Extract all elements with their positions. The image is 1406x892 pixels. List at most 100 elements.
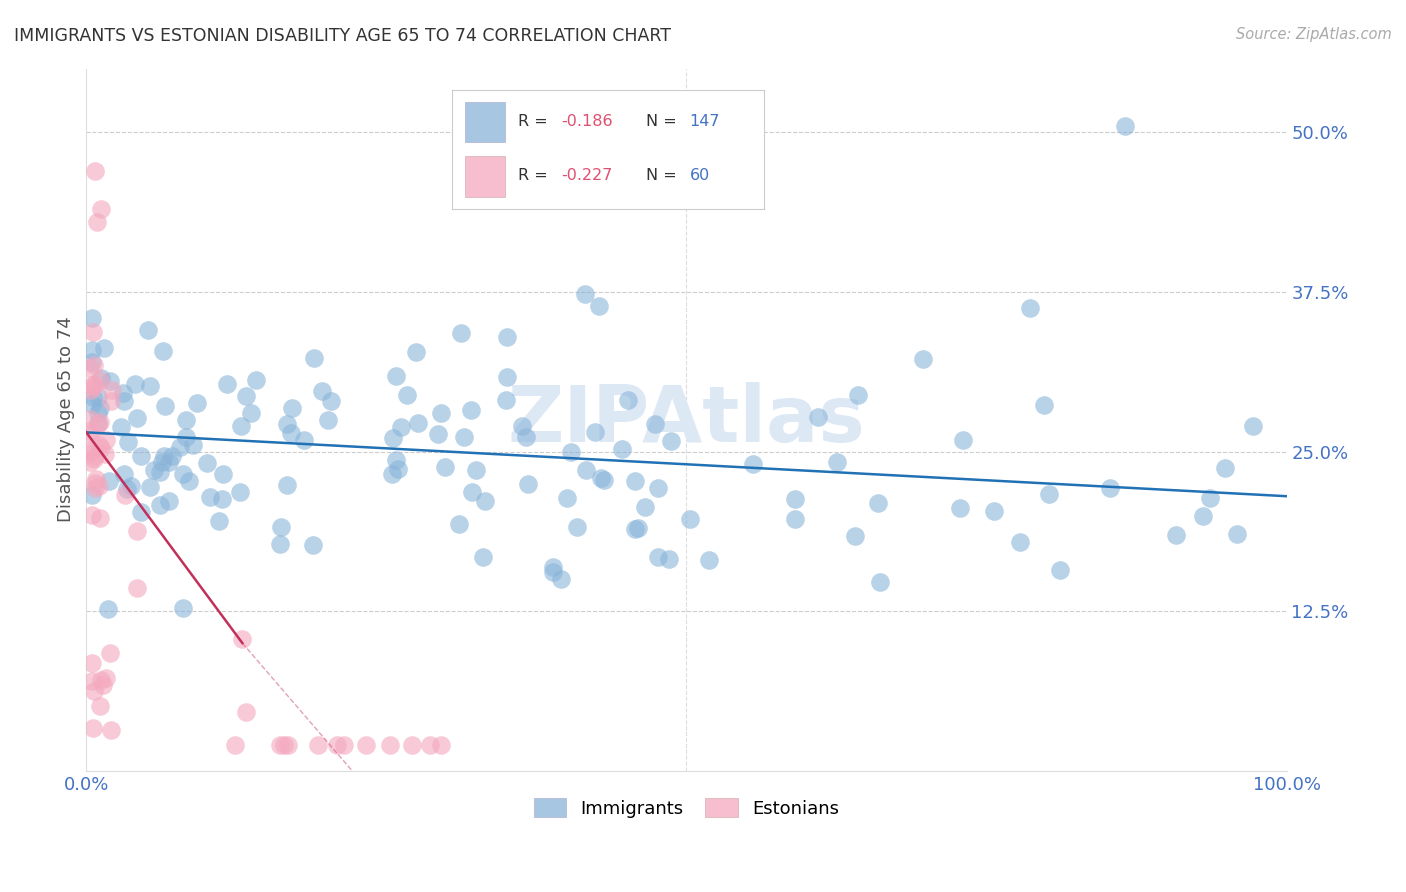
Point [139,379,162,393]
Point [101,384,124,398]
Point [79,446,101,460]
Point [79,361,101,376]
Point [79,412,101,426]
Point [697,552,720,566]
Point [384,453,406,467]
Text: Source: ZipAtlas.com: Source: ZipAtlas.com [1236,27,1392,42]
Point [401,738,423,752]
Text: IMMIGRANTS VS ESTONIAN DISABILITY AGE 65 TO 74 CORRELATION CHART: IMMIGRANTS VS ESTONIAN DISABILITY AGE 65… [14,27,671,45]
Point [1213,461,1236,475]
Point [389,420,412,434]
Point [634,500,657,515]
Point [83,684,105,698]
Point [983,504,1005,518]
Point [626,521,648,535]
Point [129,449,152,463]
Point [82,379,104,393]
Point [87,437,110,451]
Point [80,508,103,523]
Point [429,406,451,420]
Point [460,484,482,499]
Point [86,215,108,229]
Point [396,387,419,401]
Point [91,678,114,692]
Point [82,390,104,404]
Point [82,310,104,325]
Point [277,738,299,752]
Point [83,481,105,495]
Point [302,351,325,365]
Point [405,344,427,359]
Point [83,449,105,463]
Point [269,537,291,551]
Point [80,378,103,392]
Point [90,673,112,687]
Point [212,467,235,481]
Point [127,581,149,595]
Point [98,474,121,488]
Point [321,394,343,409]
Point [273,738,295,752]
Point [172,467,194,482]
Point [430,738,453,752]
Point [97,602,120,616]
Point [419,738,441,752]
Point [98,374,121,388]
Point [177,475,200,489]
Point [157,493,180,508]
Legend: Immigrants, Estonians: Immigrants, Estonians [526,791,846,825]
Point [1098,481,1121,495]
Point [560,444,582,458]
Point [302,537,325,551]
Point [136,323,159,337]
Point [79,424,101,438]
Point [844,529,866,543]
Point [869,574,891,589]
Point [464,463,486,477]
Point [112,386,135,401]
Point [80,383,103,397]
Point [326,738,349,752]
Point [87,417,110,432]
Point [949,501,972,516]
Point [143,463,166,477]
Point [496,330,519,344]
Point [153,449,176,463]
Point [474,493,496,508]
Point [450,326,472,341]
Point [1241,418,1264,433]
Point [229,484,252,499]
Point [541,566,564,580]
Point [84,476,107,491]
Point [550,573,572,587]
Point [224,738,246,752]
Point [79,455,101,469]
Point [1049,564,1071,578]
Point [115,482,138,496]
Point [616,392,638,407]
Point [153,399,176,413]
Point [87,390,110,404]
Point [87,406,110,420]
Point [647,549,669,564]
Point [125,524,148,538]
Point [89,401,111,415]
Point [825,455,848,469]
Point [98,646,121,660]
Point [406,416,429,430]
Point [90,202,112,216]
Point [207,514,229,528]
Point [235,705,257,719]
Point [174,430,197,444]
Point [235,389,257,403]
Point [567,520,589,534]
Point [381,467,404,482]
Point [807,410,830,425]
Point [82,397,104,411]
Text: ZIPAtlas: ZIPAtlas [508,382,865,458]
Point [624,474,647,488]
Point [89,699,111,714]
Point [86,416,108,430]
Point [112,467,135,482]
Point [624,522,647,536]
